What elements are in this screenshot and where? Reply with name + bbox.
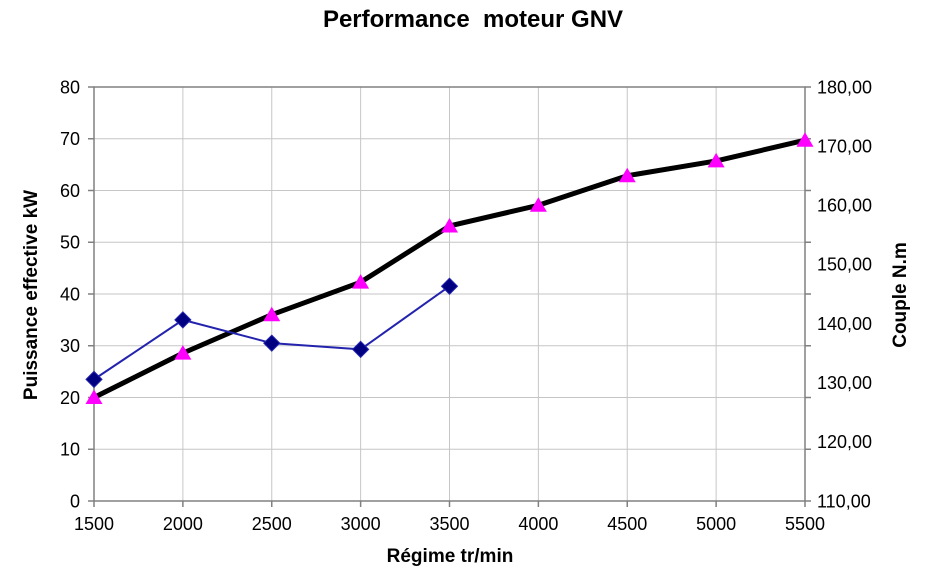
left-tick-label: 50 [60, 233, 80, 253]
left-tick-label: 80 [60, 77, 80, 97]
puissance-series-markers [85, 277, 459, 389]
left-tick-label: 20 [60, 388, 80, 408]
x-tick-label: 4500 [607, 514, 647, 534]
x-tick-label: 5500 [785, 514, 825, 534]
x-tick-label: 4000 [518, 514, 558, 534]
x-tick-label: 2500 [252, 514, 292, 534]
diamond-marker [174, 311, 192, 329]
x-tick-label: 1500 [74, 514, 114, 534]
right-tick-label: 160,00 [817, 196, 872, 216]
triangle-marker [796, 132, 814, 147]
triangle-marker [352, 274, 370, 289]
diamond-marker [440, 277, 459, 295]
couple-series-markers [85, 132, 814, 404]
right-tick-label: 120,00 [817, 432, 872, 452]
x-axis-title: Régime tr/min [386, 546, 514, 567]
x-tick-label: 2000 [163, 514, 203, 534]
left-tick-label: 30 [60, 336, 80, 356]
left-tick-label: 10 [60, 440, 80, 460]
left-tick-label: 60 [60, 181, 80, 201]
chart-title: Performance moteur GNV [322, 6, 624, 33]
left-tick-label: 70 [60, 129, 80, 149]
triangle-marker [618, 167, 636, 183]
x-tick-label: 3500 [429, 514, 469, 534]
triangle-marker [174, 345, 192, 360]
right-tick-label: 170,00 [817, 136, 872, 156]
x-tick-label: 3000 [341, 514, 381, 534]
diamond-marker [263, 334, 281, 352]
right-tick-label: 110,00 [817, 491, 871, 511]
triangle-marker [707, 152, 725, 168]
diamond-marker [85, 370, 103, 389]
left-tick-label: 40 [60, 284, 80, 304]
x-tick-label: 5000 [696, 514, 736, 534]
right-tick-label: 140,00 [817, 314, 872, 334]
triangle-marker [263, 306, 281, 322]
right-tick-label: 180,00 [817, 77, 872, 97]
triangle-marker [441, 217, 458, 233]
tick-labels: 0 10 20 30 40 50 60 70 80 110,00 120,00 130,00 140,0… [60, 77, 872, 534]
right-tick-label: 130,00 [817, 373, 872, 393]
left-tick-label: 0 [70, 491, 80, 511]
diamond-marker [351, 340, 370, 359]
gridlines [94, 87, 805, 501]
right-tick-label: 150,00 [817, 255, 872, 275]
triangle-marker [529, 197, 547, 212]
triangle-marker [85, 389, 103, 404]
